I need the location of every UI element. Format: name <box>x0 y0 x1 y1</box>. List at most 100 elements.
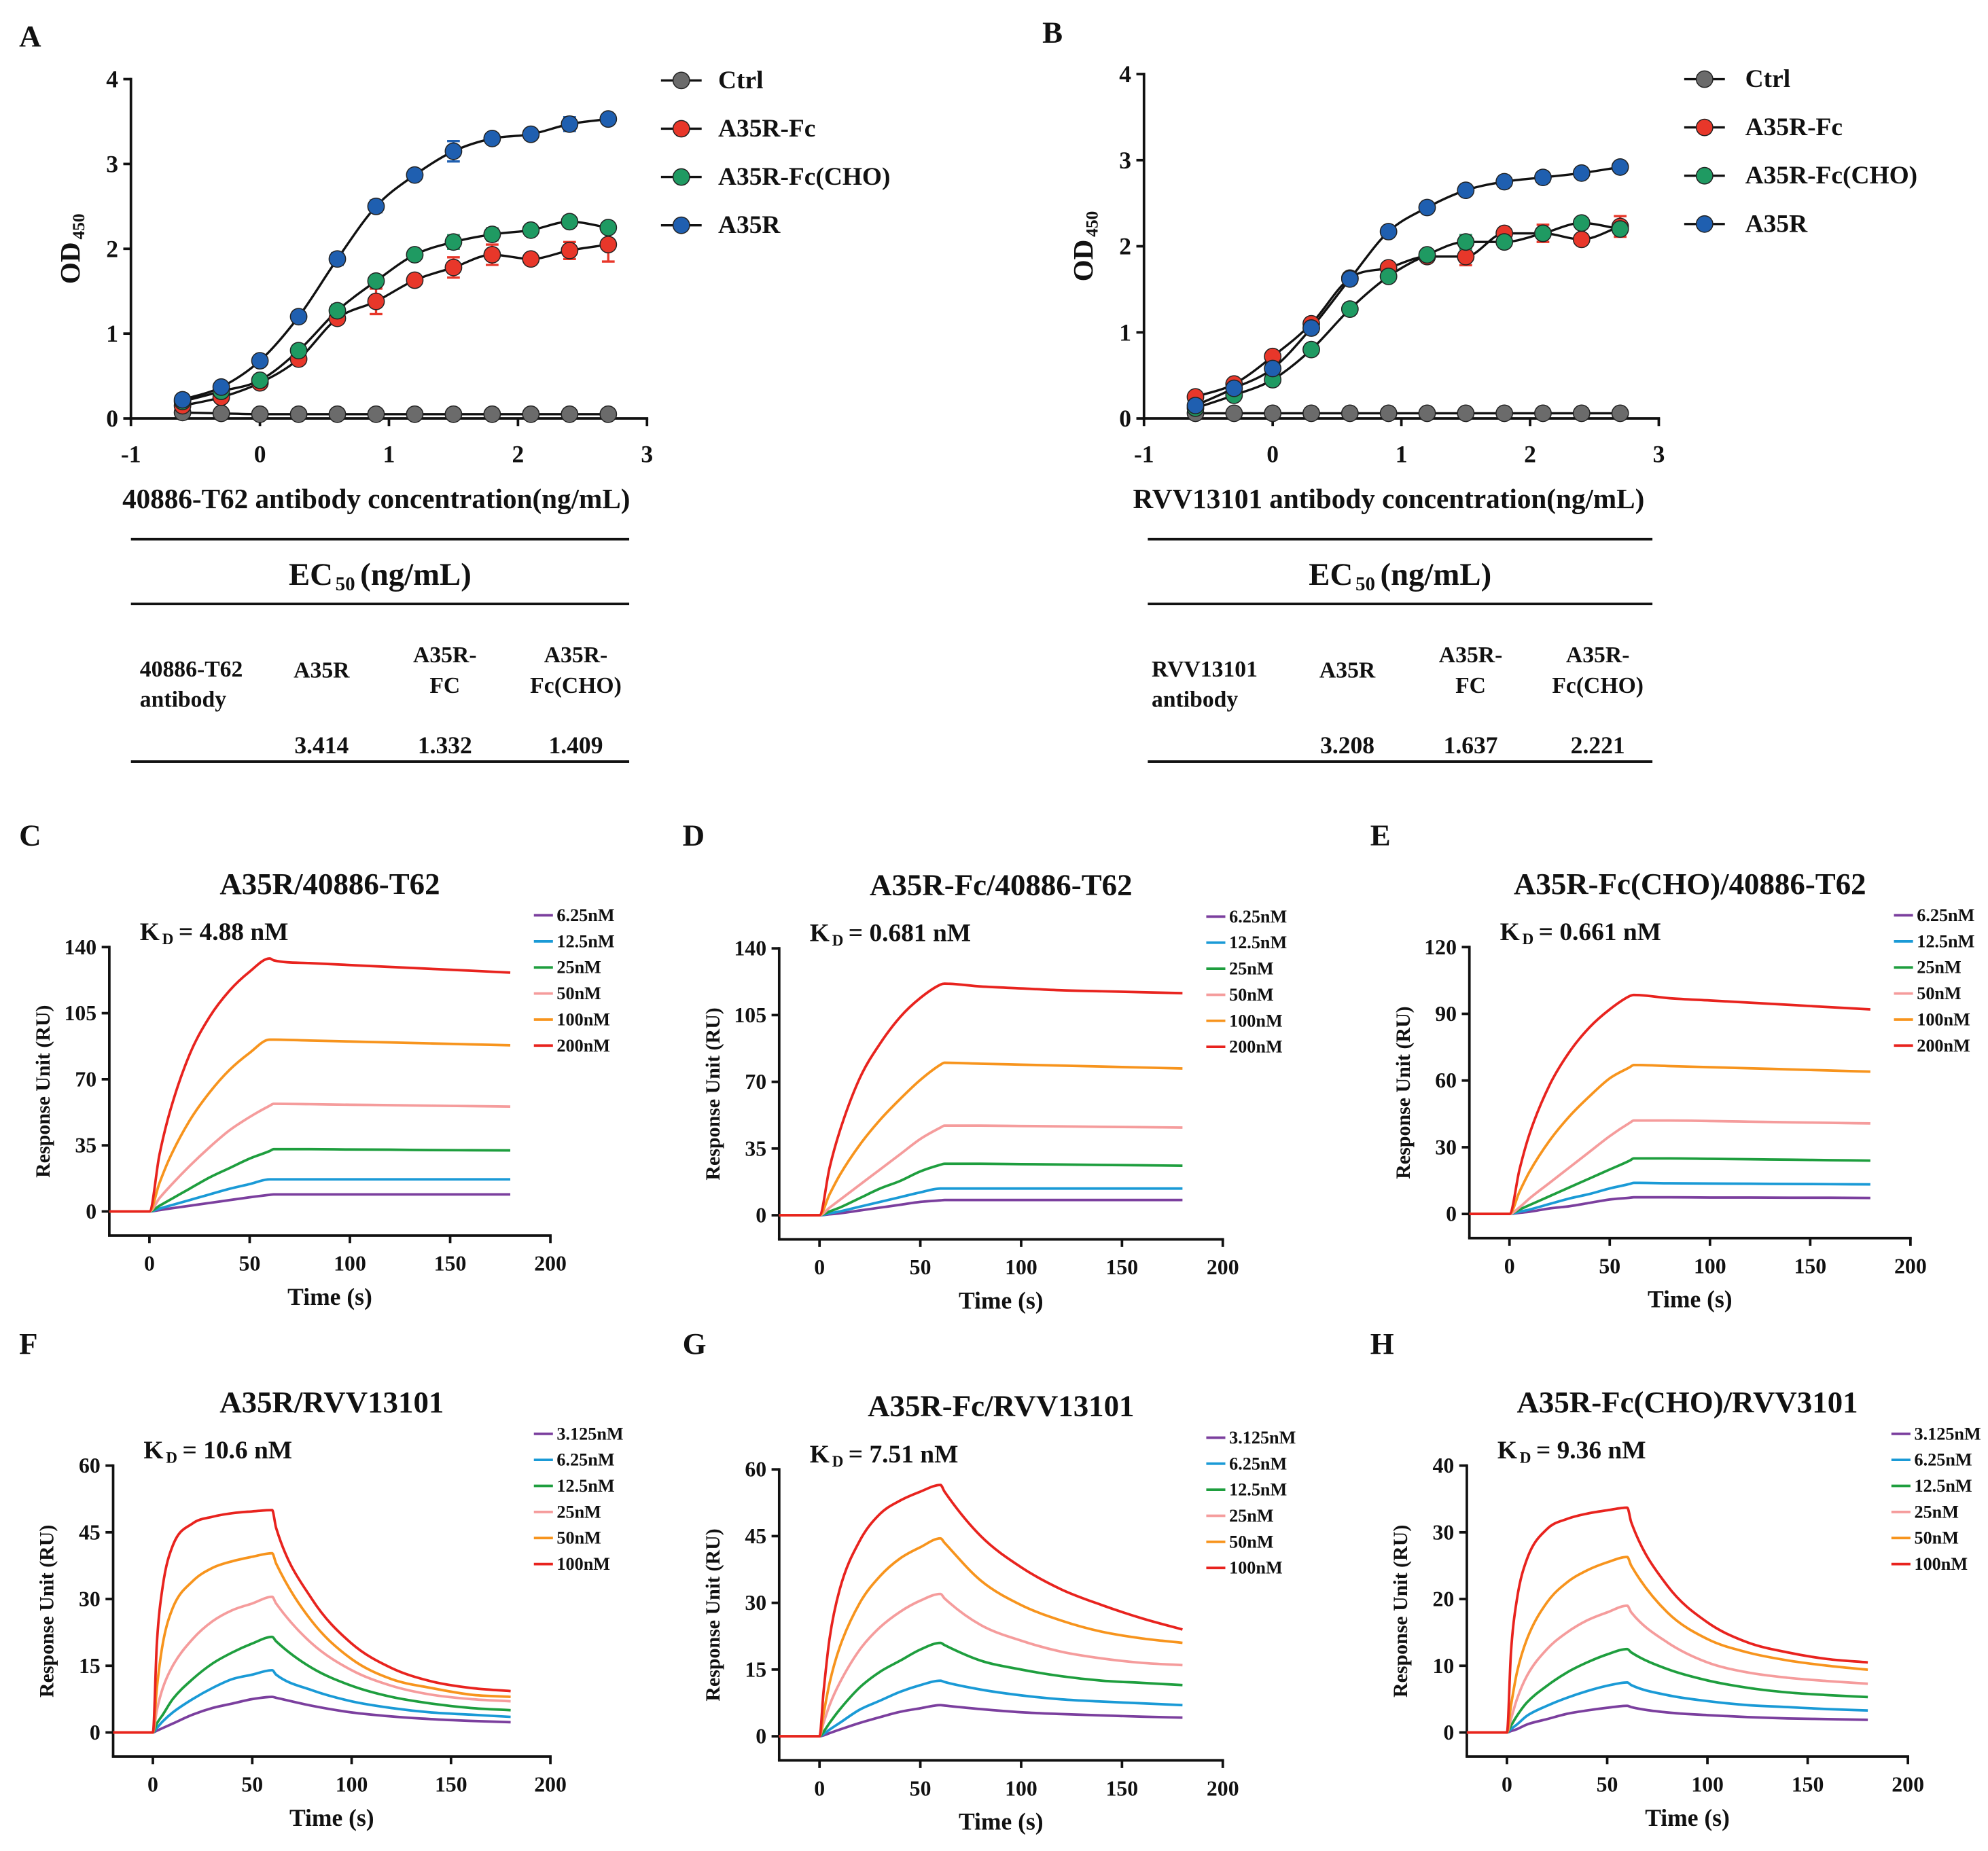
table-value: 3.208 <box>1320 732 1374 759</box>
legend-label: 6.25nM <box>556 1450 614 1470</box>
chart-title: A35R-Fc/RVV13101 <box>868 1389 1134 1423</box>
legend-label: Ctrl <box>1745 65 1790 93</box>
table-header: EC 50 (ng/mL) <box>289 557 472 595</box>
table-cell-box: A35R-Fc(CHO) <box>1552 642 1644 698</box>
y-tick-label: 0 <box>86 1200 96 1223</box>
y-tick-label: 1 <box>106 320 118 347</box>
y-tick-label: 90 <box>1435 1002 1457 1026</box>
annotation: K D = 9.36 nM <box>1497 1437 1646 1467</box>
y-axis-label: Response Unit (RU) <box>1392 1006 1415 1179</box>
table-cell-text: A35R-FC <box>1438 642 1503 698</box>
legend-label: 100nM <box>1917 1009 1970 1029</box>
y-axis-label: OD 450 <box>54 213 88 284</box>
data-point <box>1225 379 1243 397</box>
x-tick-label: -1 <box>1134 440 1154 467</box>
panel-letter: H <box>1370 1327 1394 1361</box>
x-tick-label: 100 <box>1691 1773 1724 1797</box>
data-point <box>1341 404 1359 423</box>
data-point <box>1457 181 1475 200</box>
x-tick-label: 50 <box>241 1773 263 1797</box>
legend-label: 25nM <box>1914 1502 1958 1522</box>
panel-letter: E <box>1370 819 1391 852</box>
annotation: K D = 4.88 nM <box>140 918 289 948</box>
sensorgram-line <box>113 1509 511 1734</box>
sensorgram-line <box>1466 1556 1868 1734</box>
data-point <box>1534 404 1552 423</box>
sensorgram-line <box>1466 1704 1868 1734</box>
legend-label: 12.5nM <box>1917 931 1974 951</box>
data-point <box>1418 404 1436 423</box>
y-axis-label: Response Unit (RU) <box>32 1005 54 1177</box>
fit-line <box>182 411 609 416</box>
x-axis-label: Time (s) <box>289 1804 374 1831</box>
data-point <box>1572 230 1591 249</box>
legend-marker <box>672 168 690 186</box>
table-cell-text: RVV13101 antibody <box>1151 655 1258 713</box>
sensorgram-line <box>113 1635 511 1734</box>
x-tick-label: 50 <box>910 1255 931 1279</box>
data-point <box>1611 404 1629 423</box>
x-tick-label: 1 <box>383 440 395 467</box>
y-tick-label: 60 <box>1435 1068 1457 1092</box>
annotation-main: K <box>143 1437 163 1464</box>
data-point <box>561 213 579 231</box>
table-cell-text: A35R-Fc(CHO) <box>530 642 622 698</box>
y-tick-label: 1 <box>1119 319 1131 346</box>
legend-label: 25nM <box>1229 959 1273 979</box>
table-value: 1.409 <box>549 732 603 759</box>
data-point <box>1495 233 1514 251</box>
annotation-rest: = 7.51 nM <box>849 1440 959 1468</box>
table-header-rest: (ng/mL) <box>1380 557 1491 592</box>
data-point <box>1495 404 1514 423</box>
annotation-main: K <box>1500 918 1520 946</box>
legend-label: 50nM <box>1917 984 1961 1003</box>
sensorgram-line <box>779 982 1183 1217</box>
sensorgram-line <box>1466 1506 1868 1734</box>
annotation: K D = 7.51 nM <box>810 1440 959 1471</box>
x-tick-label: 100 <box>336 1773 368 1797</box>
legend-label: 25nM <box>556 1502 601 1522</box>
data-point <box>561 115 579 133</box>
annotation-sub: D <box>1522 931 1533 948</box>
x-axis-label: Time (s) <box>1645 1804 1730 1831</box>
sensorgram-line <box>109 1178 511 1213</box>
data-point <box>1572 404 1591 423</box>
y-tick-label: 20 <box>1432 1587 1454 1611</box>
legend-marker <box>672 71 690 90</box>
annotation-main: K <box>1497 1437 1517 1464</box>
legend-label: 6.25nM <box>1229 907 1287 927</box>
data-point <box>522 125 540 143</box>
y-tick-label: 0 <box>756 1725 766 1748</box>
x-tick-label: 2 <box>1524 440 1536 467</box>
data-point <box>1341 300 1359 318</box>
y-tick-label: 2 <box>1119 233 1131 260</box>
legend-label: 50nM <box>1914 1528 1958 1548</box>
fit-line <box>182 118 609 401</box>
chart-title: A35R-Fc(CHO)/40886-T62 <box>1514 867 1866 901</box>
x-tick-label: 150 <box>1792 1773 1824 1797</box>
sensorgram-line <box>779 1162 1183 1217</box>
x-tick-label: 3 <box>1653 440 1665 467</box>
chart-title: A35R/RVV13101 <box>219 1385 444 1419</box>
chart-title: A35R-Fc/40886-T62 <box>870 868 1133 902</box>
table-header-main: EC <box>289 557 333 592</box>
y-axis-label: Response Unit (RU) <box>36 1525 58 1697</box>
data-point <box>1611 220 1629 238</box>
y-axis-label-main: OD <box>1067 240 1099 282</box>
legend-label: 50nM <box>1229 985 1273 1005</box>
annotation-sub: D <box>162 931 174 948</box>
table-cell-text: A35R-Fc(CHO) <box>1552 642 1644 698</box>
sensorgram-line <box>113 1668 511 1734</box>
panel-letter: B <box>1042 15 1063 49</box>
legend-label: A35R-Fc <box>1745 113 1843 141</box>
data-point <box>406 271 424 289</box>
sensorgram-line <box>113 1695 511 1734</box>
legend-marker <box>1695 166 1714 185</box>
table-cell: A35R <box>1271 636 1424 704</box>
x-tick-label: 200 <box>1207 1776 1239 1800</box>
y-axis-label: OD 450 <box>1067 211 1101 282</box>
legend-label: A35R <box>1745 210 1808 238</box>
table-header-sub: 50 <box>336 573 355 595</box>
sensorgram-line <box>779 1704 1183 1738</box>
sensorgram-line <box>1469 1181 1870 1216</box>
